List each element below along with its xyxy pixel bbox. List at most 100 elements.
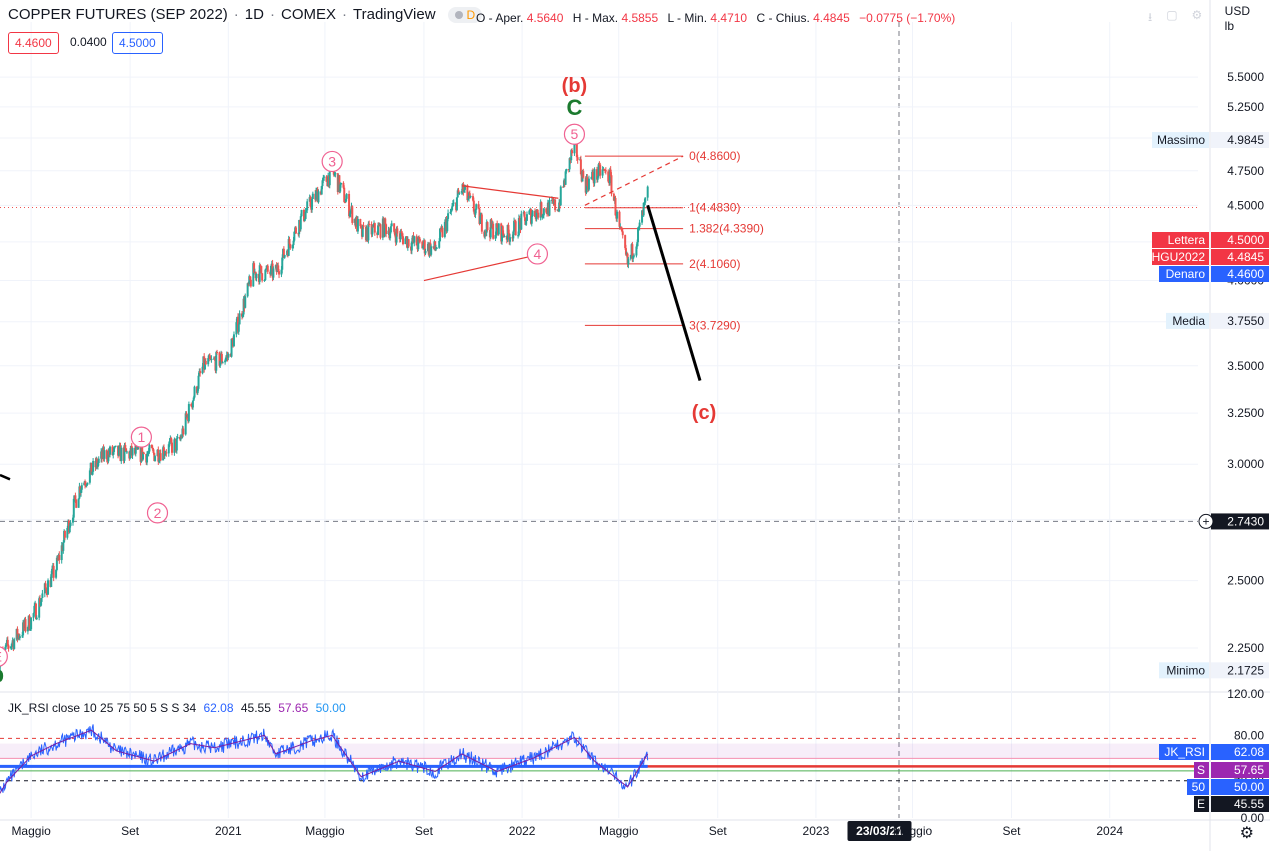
candle-body	[175, 438, 178, 451]
fib-level-label: 3(3.7290)	[689, 318, 740, 332]
fib-level-label: 1.382(4.3390)	[689, 222, 764, 236]
candle-body	[192, 397, 195, 401]
candle-body	[0, 664, 1, 672]
candle-body	[536, 209, 539, 213]
symbol-title[interactable]: COPPER FUTURES (SEP 2022)	[8, 6, 228, 23]
market-status-badge[interactable]: D	[447, 6, 483, 23]
candle-body	[203, 360, 206, 370]
candle-body	[496, 223, 499, 228]
candle-body	[456, 190, 459, 198]
candle-body	[117, 446, 120, 456]
price-label-name-box	[1159, 744, 1209, 760]
candle-body	[52, 565, 55, 578]
wave-label: 3	[328, 153, 336, 169]
candle-body	[528, 210, 531, 215]
candle-body	[351, 206, 354, 223]
candle-body	[75, 499, 78, 508]
price-label-name: HGU2022	[1152, 250, 1206, 264]
candle-body	[512, 231, 515, 239]
candle-body	[292, 240, 295, 246]
candle-body	[227, 353, 230, 358]
time-tick-label: Set	[415, 824, 434, 838]
fullscreen-icon[interactable]: ▢	[1166, 8, 1178, 22]
price-tick-label: 2.2500	[1227, 641, 1264, 655]
candle-body	[501, 226, 504, 234]
candle-body	[450, 210, 453, 212]
candle-body	[612, 193, 615, 201]
settings-icon[interactable]: ⚙	[1191, 8, 1203, 22]
currency-code[interactable]: USD	[1224, 4, 1250, 18]
candle-body	[596, 176, 599, 180]
price-label-box	[1211, 312, 1269, 329]
wave-circle	[130, 426, 152, 448]
candle-body	[462, 183, 465, 193]
candle-body	[248, 276, 251, 285]
candle-body	[269, 265, 272, 275]
candle-body	[306, 201, 309, 211]
candle-body	[567, 169, 570, 171]
candle-body	[514, 221, 517, 236]
candle-body	[531, 210, 534, 217]
candle-body	[377, 225, 380, 227]
candle-body	[439, 228, 442, 230]
candle-body	[359, 219, 362, 227]
candle-body	[537, 212, 540, 218]
fib-retracement: 0(4.8600) 1(4.4830) 1.382(4.3390) 2(4.1060)…	[584, 149, 764, 332]
download-icon[interactable]: ⭳	[1148, 10, 1153, 24]
candle-body	[218, 352, 221, 366]
settings-gear-icon[interactable]: ⚙	[1239, 825, 1254, 842]
candle-body	[333, 174, 336, 176]
candle-body	[91, 471, 94, 475]
candle-body	[477, 204, 480, 209]
candle-body	[616, 211, 619, 219]
candle-body	[361, 225, 364, 237]
candle-body	[418, 237, 421, 239]
candle-body	[607, 171, 610, 182]
candle-body	[272, 268, 275, 278]
candle-body	[264, 269, 267, 280]
wave-circle	[146, 502, 169, 524]
candle-body	[299, 216, 302, 230]
candle-body	[478, 208, 481, 224]
candle-body	[107, 451, 110, 462]
candle-body	[43, 583, 46, 594]
rsi-title[interactable]: JK_RSI close 10 25 75 50 5 S S 34	[8, 701, 197, 715]
unit-label[interactable]: lb	[1224, 19, 1234, 33]
low-key: L - Min.	[667, 11, 708, 25]
wave-label: 2	[154, 505, 162, 521]
candle-body	[348, 193, 351, 217]
price-label-box	[1211, 513, 1269, 530]
candle-body	[334, 173, 337, 175]
price-labels: 4.9845 Massimo 4.5000 Lettera 4.4845 HGU2022 4…	[1152, 132, 1269, 812]
candle-body	[393, 231, 396, 236]
rsi-value-1: 62.08	[203, 701, 234, 715]
buy-button[interactable]: 4.5000	[112, 32, 163, 54]
candle-body	[305, 210, 308, 212]
candle-body	[317, 191, 320, 203]
rsi-value-3: 57.65	[278, 701, 309, 715]
candle-body	[635, 246, 638, 256]
candle-body	[401, 236, 404, 245]
candle-body	[497, 223, 500, 235]
wave-circle	[563, 123, 586, 145]
candle-body	[113, 447, 116, 452]
rsi-value-2: 45.55	[240, 701, 271, 715]
candle-body	[385, 224, 388, 235]
candle-body	[219, 360, 222, 366]
candle-body	[303, 218, 306, 221]
currency-selector[interactable]: USD lb	[1225, 4, 1250, 34]
wave-label: (c)	[692, 402, 716, 424]
interval-label[interactable]: 1D	[244, 6, 264, 23]
candle-body	[90, 462, 93, 475]
candle-body	[558, 202, 561, 212]
price-label-box	[1211, 796, 1269, 812]
candle-body	[293, 231, 296, 241]
candle-body	[395, 228, 398, 243]
sell-button[interactable]: 4.4600	[8, 32, 59, 54]
candle-body	[621, 231, 624, 236]
price-label-value: 45.55	[1234, 797, 1264, 811]
projection-line	[646, 204, 702, 381]
price-label-name-box	[1152, 232, 1209, 248]
price-label-name-box	[1152, 132, 1209, 149]
